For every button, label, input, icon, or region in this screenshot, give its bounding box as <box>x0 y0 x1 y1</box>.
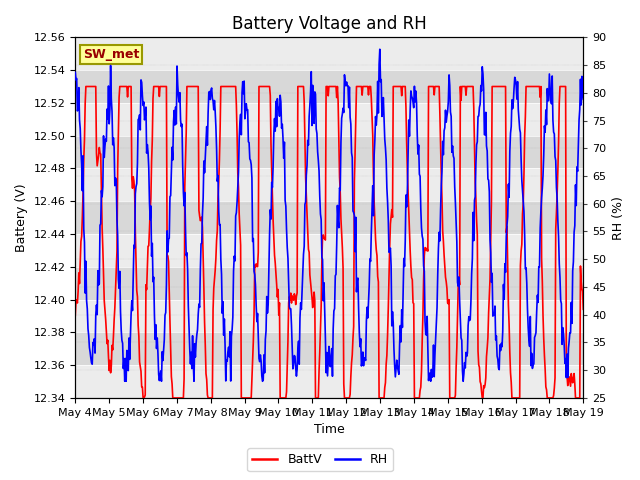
Bar <box>76 201 583 234</box>
Bar <box>76 300 583 332</box>
Bar <box>76 267 583 300</box>
Bar <box>76 37 583 70</box>
Bar <box>76 234 583 267</box>
Bar <box>76 365 583 398</box>
Y-axis label: RH (%): RH (%) <box>612 196 625 240</box>
Title: Battery Voltage and RH: Battery Voltage and RH <box>232 15 427 33</box>
X-axis label: Time: Time <box>314 423 345 436</box>
Y-axis label: Battery (V): Battery (V) <box>15 183 28 252</box>
Bar <box>76 70 583 103</box>
Legend: BattV, RH: BattV, RH <box>248 448 392 471</box>
Bar <box>76 332 583 365</box>
Bar <box>76 136 583 168</box>
Text: SW_met: SW_met <box>83 48 140 61</box>
Bar <box>76 168 583 201</box>
Bar <box>76 103 583 136</box>
